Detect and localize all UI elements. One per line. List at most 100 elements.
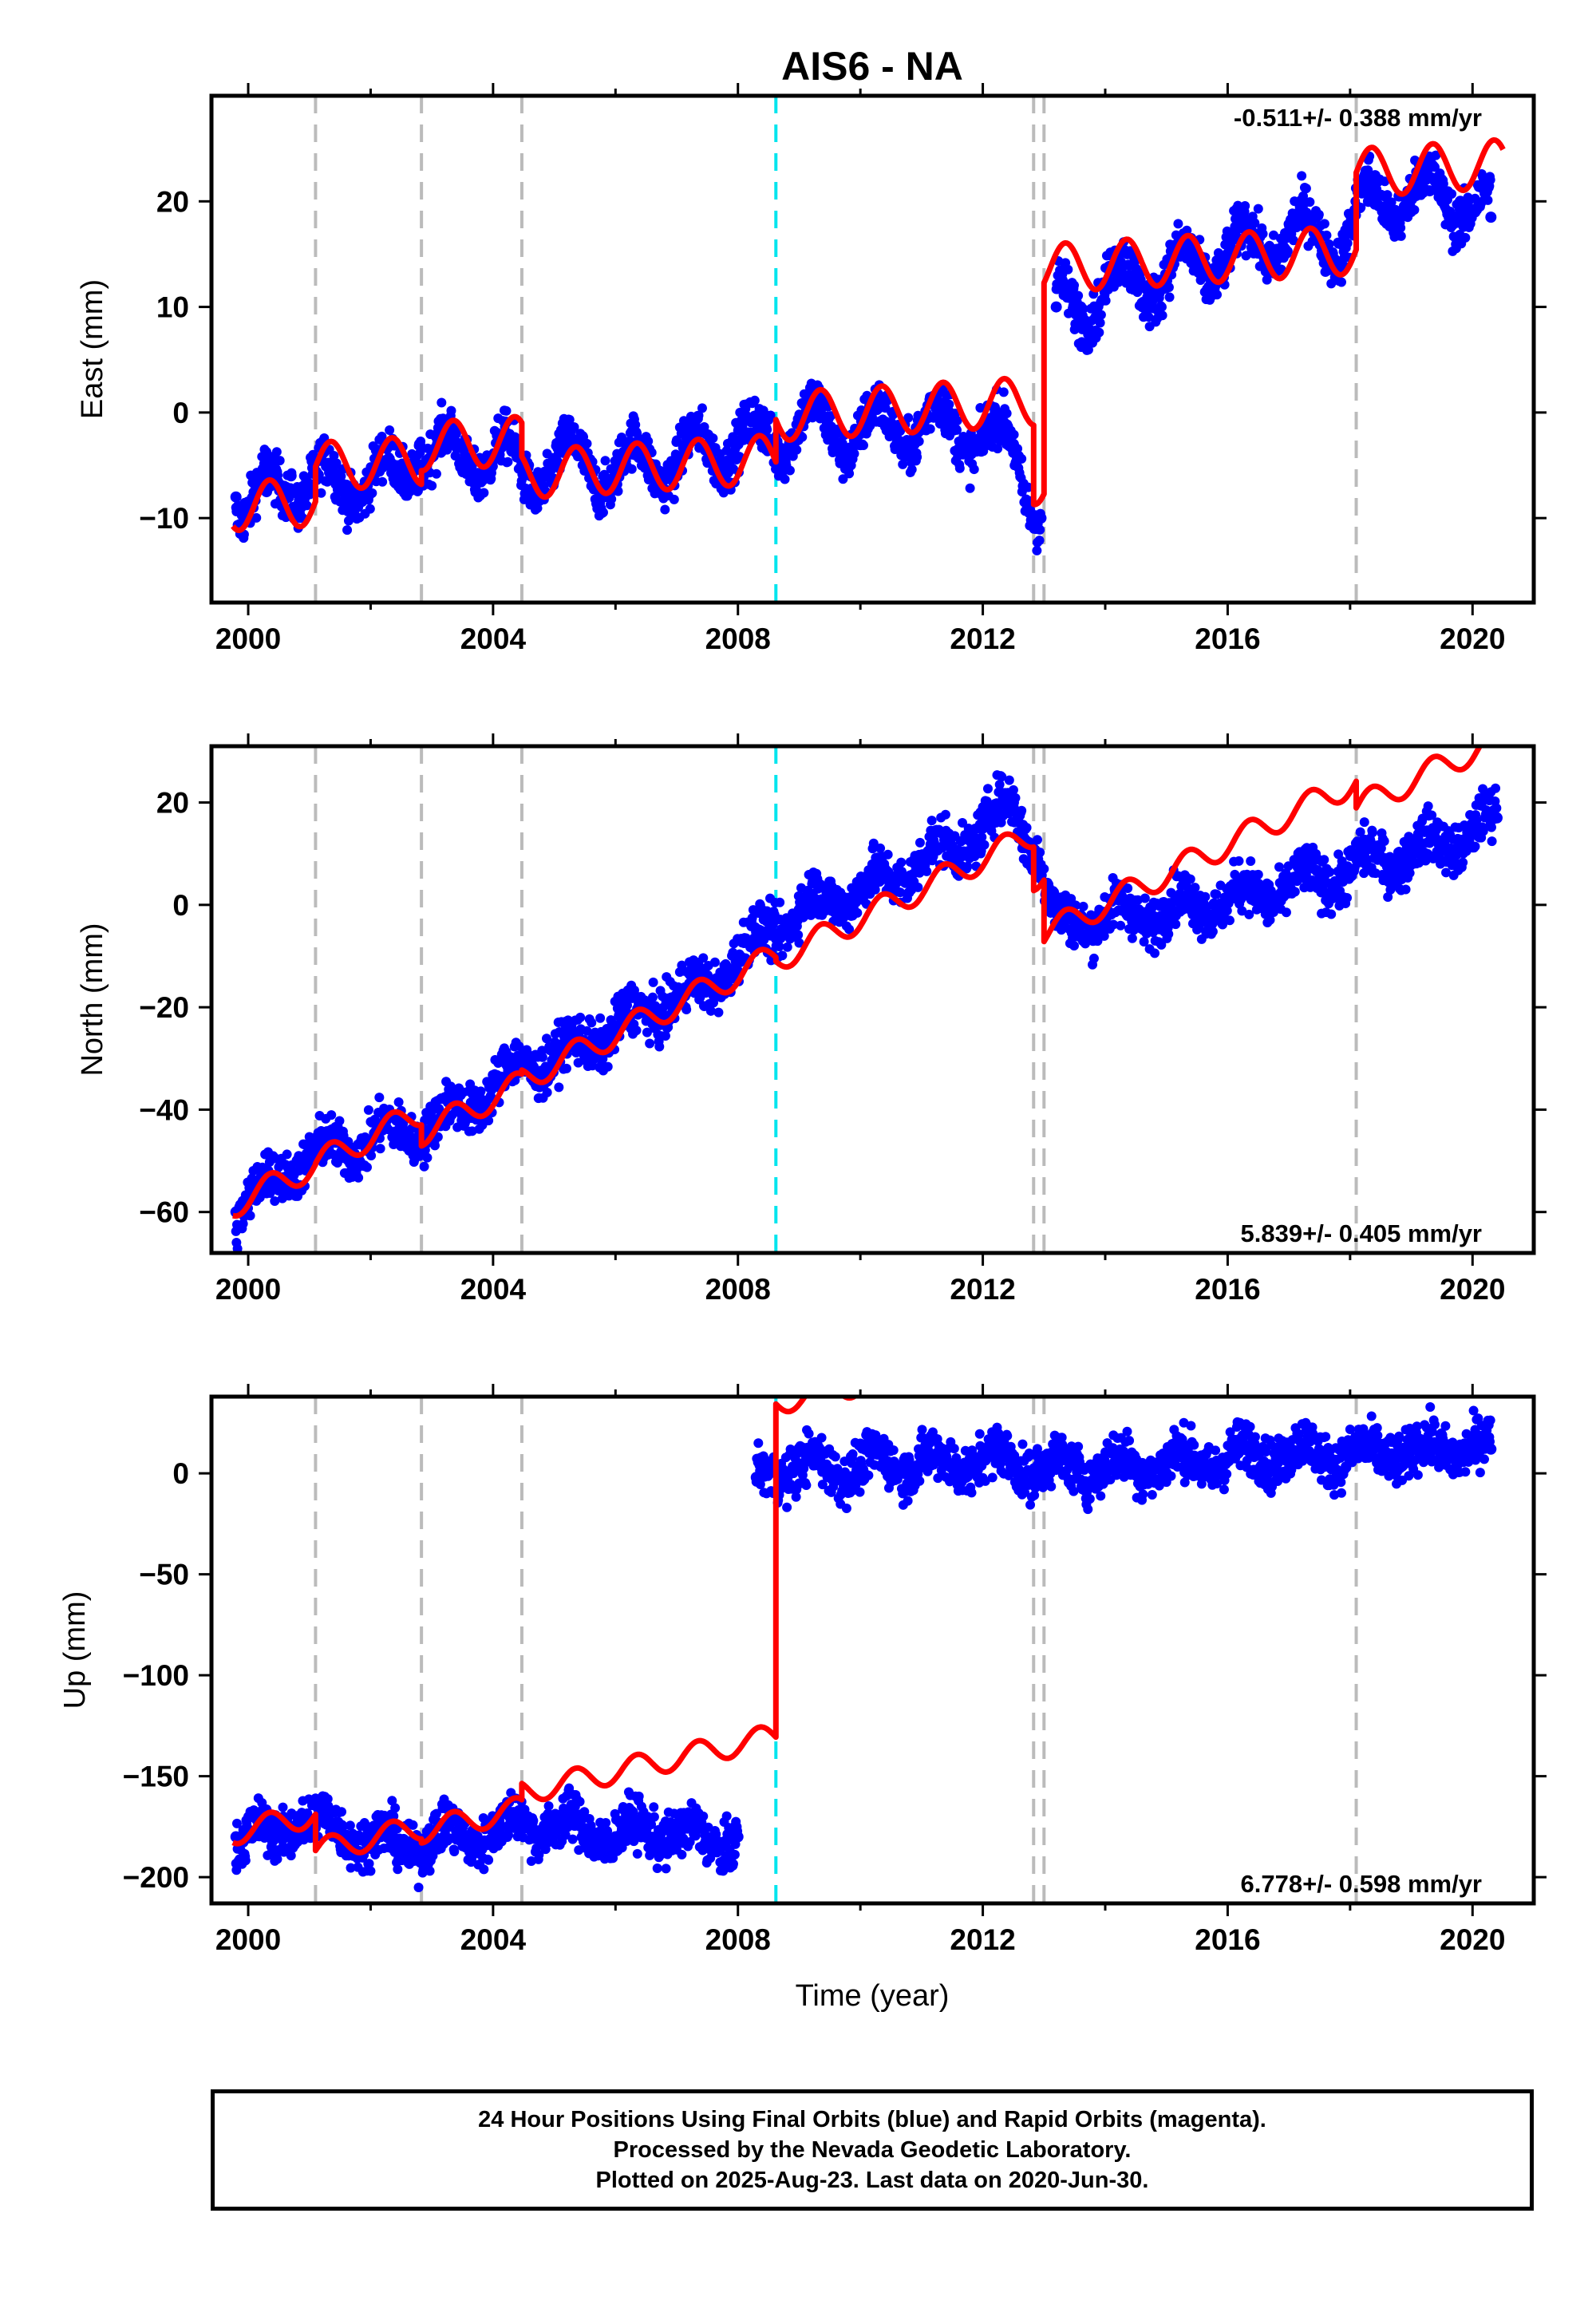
data-point-cloud-east [365,504,375,514]
data-point-cloud-north [1069,940,1080,951]
y-tick-label-east-3: 20 [156,185,189,218]
data-point-cloud-east [1096,310,1106,320]
data-point-cloud-east [780,474,790,484]
data-point-cloud-north [598,1053,608,1064]
data-point-cloud-north [979,840,990,850]
data-point-cloud-north [1088,953,1099,963]
data-point-cloud-north [1185,874,1195,884]
data-point-cloud-north [1211,889,1222,899]
panel-north: 2000 2004 2008 2012 2016 2020−60−40−20020Nort… [76,733,1547,1306]
data-point-cloud-north [334,1116,345,1126]
data-point-cloud-east [1460,232,1471,243]
data-point-cloud-north [709,957,720,967]
data-point-cloud-east [1380,176,1390,187]
data-point-cloud-east [765,410,776,421]
data-point-cloud-east [600,456,610,466]
data-point-cloud-east [1319,219,1329,229]
figure-title: AIS6 - NA [781,44,963,89]
data-point-cloud-north [1379,836,1389,846]
data-point-cloud-east [1342,238,1353,248]
plot-frame-east [209,93,1536,605]
data-point-cloud-north [575,1012,586,1022]
data-point-cloud-north [705,1006,716,1016]
data-point-cloud-east [1324,239,1334,249]
data-point-cloud-north [1150,948,1160,958]
data-point-cloud-north [777,951,788,961]
data-point-cloud-east [1431,150,1441,160]
data-point-cloud-east [431,468,441,479]
data-point-cloud-north [926,816,937,826]
data-point-cloud-north [1171,919,1181,930]
data-point-cloud-east [1078,303,1088,314]
data-point-cloud-north [1224,915,1235,926]
data-point-cloud-east [606,494,617,504]
data-point-cloud-east [969,464,979,475]
data-point-cloud-north [793,930,804,940]
x-tick-label-east-4: 2016 [1195,622,1260,655]
data-point-cloud-north [1281,907,1291,918]
data-point-cloud-east [993,444,1003,454]
data-point-cloud-east [858,441,868,451]
data-point-cloud-east [479,488,489,498]
data-point-cloud-east [1173,219,1183,229]
data-point-cloud-east [331,458,342,468]
data-point-cloud-east [1483,195,1493,205]
data-point-cloud-east [613,486,623,496]
data-point-cloud-east [1282,246,1293,256]
y-tick-label-east-1: 0 [172,397,189,429]
data-point-cloud-north [375,1144,385,1154]
data-point-cloud-east [898,459,908,469]
data-point-cloud-east [643,436,654,446]
data-point-cloud-north [875,843,886,853]
data-point-cloud-east [305,489,315,500]
data-point-cloud-north [1290,887,1300,897]
data-point-cloud-east [503,456,513,467]
data-point-cloud-east [1409,205,1420,215]
velocity-label-east: -0.511+/- 0.388 mm/yr [1234,104,1482,132]
data-point-cloud-north [868,838,879,848]
data-point-cloud-north [913,882,923,892]
data-point-cloud-east [1305,197,1315,207]
data-point-cloud-east [1164,292,1175,302]
data-point-cloud-north [1246,856,1256,866]
data-point-cloud-north [1325,867,1335,877]
data-point-cloud-north [1116,920,1126,931]
data-point-cloud-east [599,469,610,480]
data-point-cloud-east [1447,189,1457,200]
data-point-cloud-north [1021,823,1032,833]
data-point-cloud-north [1253,869,1263,879]
data-point-cloud-east [660,504,670,515]
data-point-cloud-north [940,809,950,820]
data-point-cloud-north [1039,864,1049,874]
data-point-cloud-north [782,942,792,952]
data-point-cloud-east [630,420,641,430]
data-point-cloud-north [326,1110,337,1120]
data-point-east-39 [1424,185,1436,197]
data-point-cloud-east [1250,218,1260,228]
data-point-cloud-east [1157,310,1167,321]
data-point-cloud-north [896,857,907,868]
data-point-cloud-north [1319,855,1329,865]
data-point-cloud-east [427,480,437,491]
data-point-cloud-east [1268,230,1278,240]
data-point-cloud-north [354,1172,364,1183]
data-point-cloud-north [537,1052,547,1062]
data-point-cloud-east [1240,200,1250,211]
data-point-cloud-east [699,421,709,432]
data-point-cloud-east [838,474,848,484]
data-point-cloud-east [1288,235,1298,246]
data-point-cloud-east [797,432,808,442]
data-point-cloud-east [336,471,346,481]
data-point-cloud-north [650,1001,661,1011]
data-point-cloud-north [366,1150,377,1160]
data-point-cloud-north [642,1027,652,1037]
data-point-cloud-north [1078,901,1088,911]
data-point-cloud-north [844,924,855,935]
data-point-cloud-east [1094,327,1104,338]
x-tick-label-east-2: 2008 [705,622,771,655]
data-point-cloud-east [1233,200,1243,211]
data-point-cloud-north [270,1196,280,1206]
data-point-cloud-east [385,425,395,436]
data-point-cloud-north [529,1065,539,1076]
